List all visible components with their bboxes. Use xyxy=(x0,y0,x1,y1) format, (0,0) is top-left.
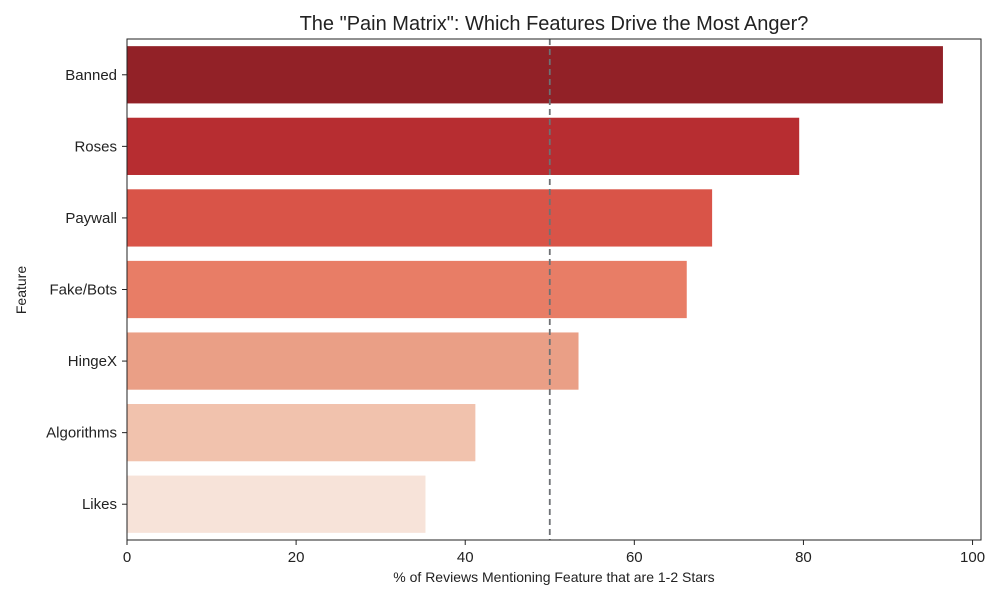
x-tick-label-0: 0 xyxy=(123,549,131,566)
category-label-roses: Roses xyxy=(74,138,117,155)
y-axis-label: Feature xyxy=(13,266,29,314)
category-label-fake-bots: Fake/Bots xyxy=(49,282,117,299)
x-tick-label-20: 20 xyxy=(288,549,305,566)
category-label-hingex: HingeX xyxy=(68,353,117,370)
x-tick-label-100: 100 xyxy=(960,549,985,566)
category-label-paywall: Paywall xyxy=(65,210,117,227)
chart-title: The "Pain Matrix": Which Features Drive … xyxy=(300,13,809,35)
x-tick-label-60: 60 xyxy=(626,549,643,566)
bar-paywall xyxy=(127,189,713,247)
bars-group xyxy=(127,46,943,533)
category-label-algorithms: Algorithms xyxy=(46,425,117,442)
bar-hingex xyxy=(127,332,579,390)
bar-algorithms xyxy=(127,404,476,462)
y-categories-group: Banned Roses Paywall Fake/Bots HingeX Algorit… xyxy=(46,67,127,513)
category-label-banned: Banned xyxy=(65,67,117,84)
bar-roses xyxy=(127,117,800,175)
x-ticks-group: 0 20 40 60 80 100 xyxy=(123,540,985,566)
bar-fake-bots xyxy=(127,260,687,319)
bar-banned xyxy=(127,46,943,104)
x-axis-label: % of Reviews Mentioning Feature that are… xyxy=(393,569,714,585)
bar-likes xyxy=(127,475,426,533)
category-label-likes: Likes xyxy=(82,496,117,513)
x-tick-label-40: 40 xyxy=(457,549,474,566)
x-tick-label-80: 80 xyxy=(795,549,812,566)
